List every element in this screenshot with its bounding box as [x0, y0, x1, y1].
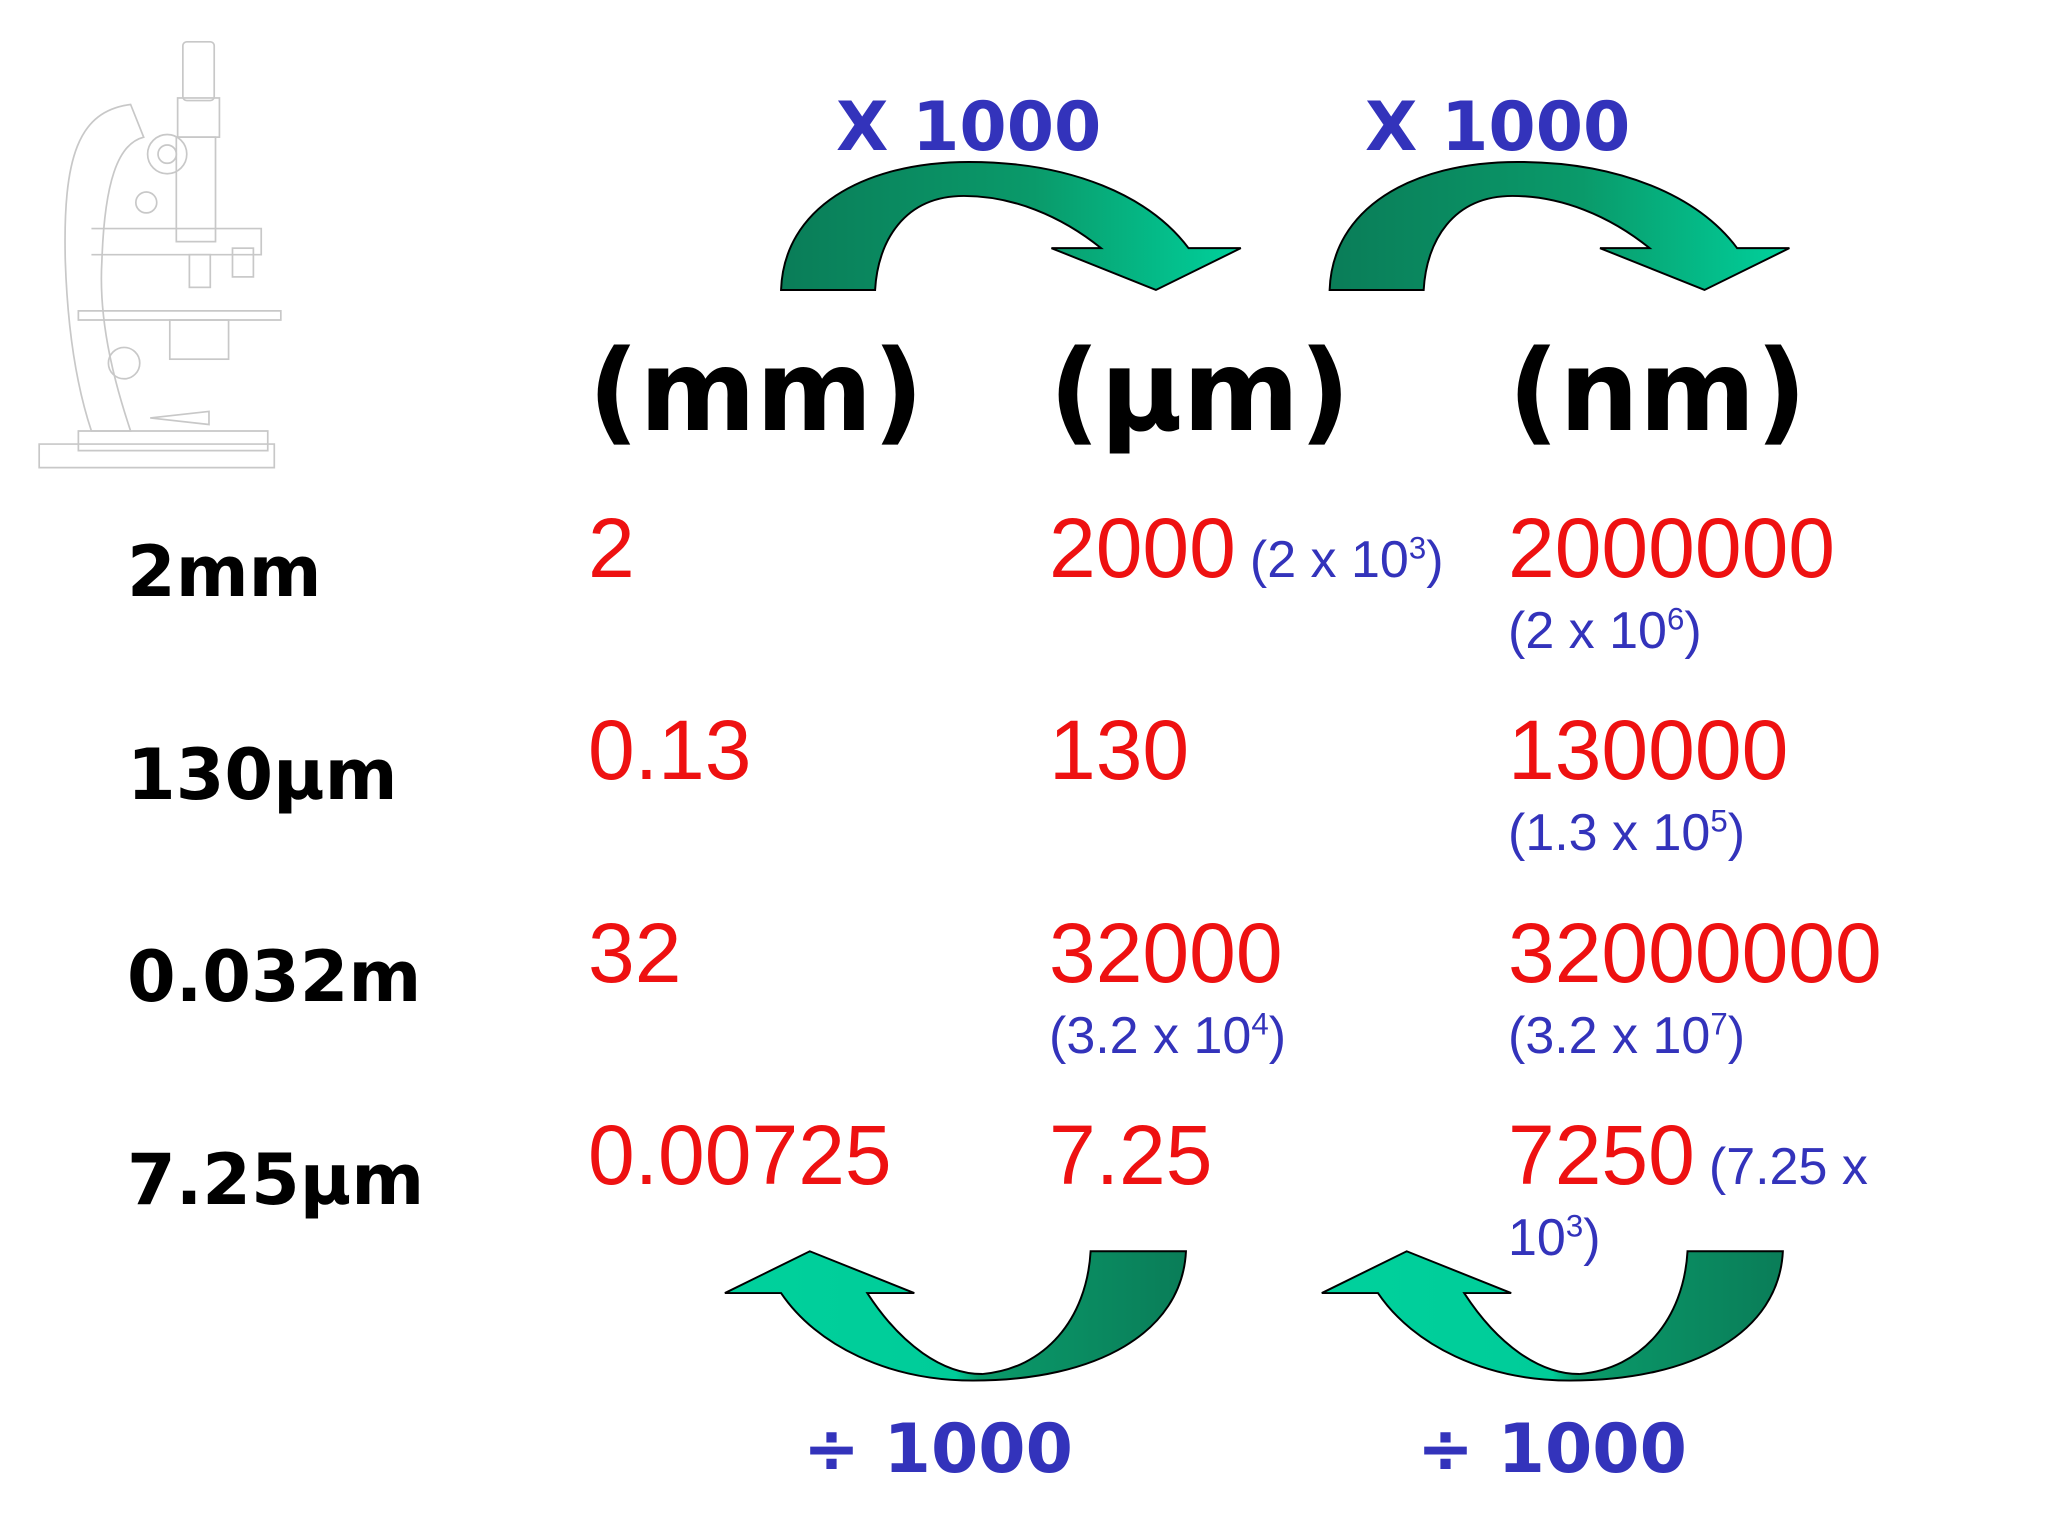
column-header: (mm) [588, 327, 924, 457]
arrow-multiply [780, 160, 1242, 292]
sci-base: (2 x 10 [1249, 531, 1409, 589]
sci-end: ) [1684, 601, 1702, 660]
column-header: (µm) [1049, 327, 1351, 457]
microscope [38, 40, 282, 469]
row-label: 130µm [127, 734, 398, 816]
sci-end: ) [1727, 1006, 1746, 1065]
row-label: 7.25µm [127, 1139, 425, 1221]
operation-label: ÷ 1000 [1417, 1410, 1687, 1489]
cell: 2000 (2 x 103) [1049, 500, 1444, 597]
cell: 130 [1049, 702, 1189, 799]
value: 32000 [1049, 906, 1283, 1000]
scientific-notation: (2 x 103) [1250, 531, 1444, 589]
arrow-multiply [1328, 160, 1790, 292]
sci-exponent: 3 [1408, 530, 1427, 566]
scientific-notation: (2 x 106) [1508, 597, 1835, 665]
sci-base: (3.2 x 10 [1049, 1006, 1252, 1065]
sci-base: (2 x 10 [1508, 601, 1667, 660]
arrow-divide [724, 1250, 1187, 1382]
value: 0.00725 [588, 1108, 892, 1202]
cell: 130000 (1.3 x 105) [1508, 702, 1788, 867]
cell: 32000 (3.2 x 104) [1049, 905, 1286, 1070]
cell: 32 [588, 905, 681, 1002]
scientific-notation: (3.2 x 107) [1508, 1002, 1882, 1070]
value: 2000000 [1508, 501, 1836, 595]
value: 130000 [1508, 703, 1789, 797]
arrow-divide [1321, 1250, 1784, 1382]
operation-label: X 1000 [836, 88, 1102, 167]
sci-exponent: 4 [1251, 1006, 1269, 1042]
scientific-notation: (1.3 x 105) [1508, 799, 1788, 867]
scientific-notation: (7.25 x 103) [1508, 1138, 1868, 1267]
sci-end: ) [1268, 1006, 1287, 1065]
cell: 32000000 (3.2 x 107) [1508, 905, 1882, 1070]
arrows [724, 160, 1790, 1382]
sci-end: ) [1583, 1208, 1601, 1267]
operation-label: X 1000 [1365, 88, 1631, 167]
row-label: 2mm [127, 531, 322, 613]
sci-base: (7.25 x 10 [1508, 1138, 1868, 1267]
operation-label: ÷ 1000 [803, 1410, 1073, 1489]
sci-base: (3.2 x 10 [1508, 1006, 1711, 1065]
sci-exponent: 3 [1565, 1208, 1584, 1244]
sci-base: (1.3 x 10 [1508, 803, 1711, 862]
value: 32000000 [1508, 906, 1882, 1000]
sci-exponent: 5 [1710, 803, 1728, 839]
cell: 0.13 [588, 702, 752, 799]
sci-end: ) [1426, 531, 1444, 589]
sci-exponent: 7 [1710, 1006, 1728, 1042]
column-header: (nm) [1508, 327, 1807, 457]
value: 2000 [1049, 501, 1236, 595]
value: 130 [1049, 703, 1190, 797]
cell: 7.25 [1049, 1107, 1213, 1204]
value: 7.25 [1049, 1108, 1213, 1202]
cell: 7250 (7.25 x 103) [1508, 1107, 1893, 1272]
cell: 2 [588, 500, 635, 597]
value: 2 [588, 501, 635, 595]
sci-exponent: 6 [1666, 601, 1685, 637]
row-label: 0.032m [127, 936, 422, 1018]
value: 7250 [1508, 1108, 1695, 1202]
cell: 2000000 (2 x 106) [1508, 500, 1835, 665]
value: 0.13 [588, 703, 752, 797]
value: 32 [588, 906, 682, 1000]
cell: 0.00725 [588, 1107, 892, 1204]
scientific-notation: (3.2 x 104) [1049, 1002, 1286, 1070]
sci-end: ) [1727, 803, 1746, 862]
